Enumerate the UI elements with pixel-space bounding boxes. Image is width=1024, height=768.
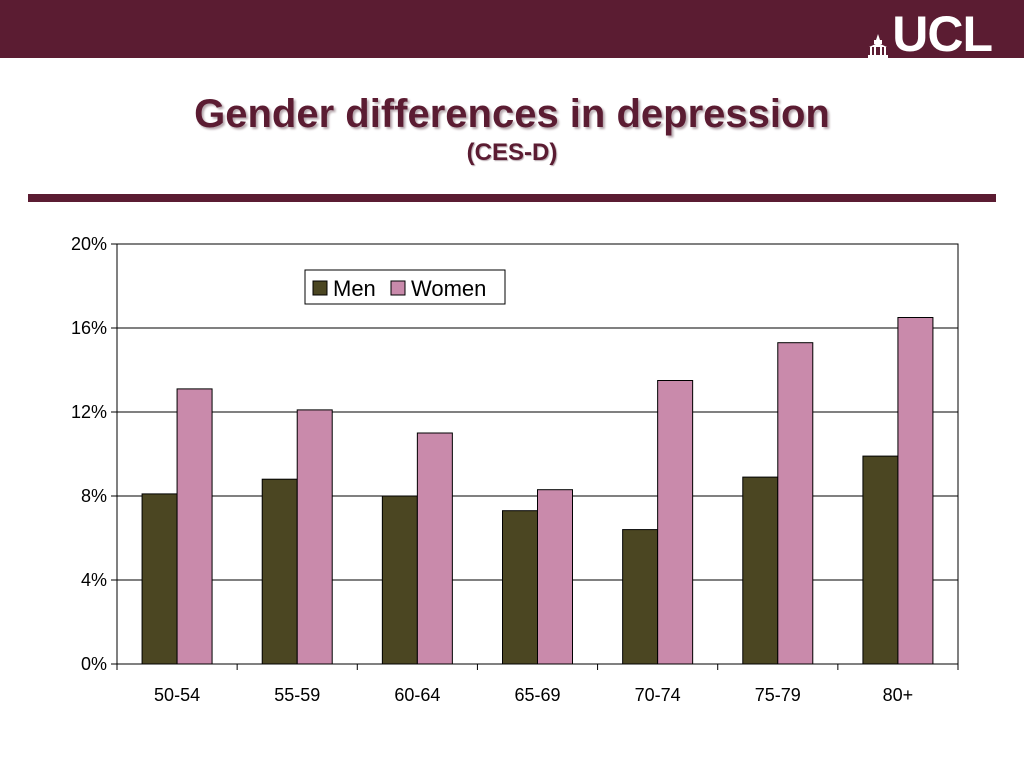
y-tick-label: 20% <box>71 234 107 254</box>
bar-women-60-64 <box>416 432 453 665</box>
bar-men-70-74 <box>622 529 659 665</box>
bar-women-70-74 <box>657 380 694 665</box>
bar-men-60-64 <box>381 495 418 665</box>
bar-men-80plus <box>862 455 899 665</box>
bar-women-80plus <box>897 317 934 665</box>
y-tick-label: 12% <box>71 402 107 422</box>
x-tick-label: 50-54 <box>154 685 200 705</box>
y-tick-label: 8% <box>81 486 107 506</box>
slide-title: Gender differences in depression <box>194 92 830 136</box>
bar-men-55-59 <box>261 478 298 665</box>
title-divider <box>28 194 996 202</box>
legend-swatch-men <box>312 280 328 296</box>
logo-text: UCL <box>892 6 993 62</box>
y-tick-label: 0% <box>81 654 107 674</box>
bar-men-65-69 <box>502 510 538 665</box>
x-tick-label: 75-79 <box>755 685 801 705</box>
legend-label-women: Women <box>411 276 486 301</box>
bar-women-50-54 <box>176 388 213 665</box>
y-tick-label: 16% <box>71 318 107 338</box>
x-tick-label: 60-64 <box>394 685 440 705</box>
bar-women-55-59 <box>296 409 333 665</box>
bar-men-50-54 <box>141 493 178 665</box>
x-tick-label: 70-74 <box>635 685 681 705</box>
x-tick-label: 65-69 <box>514 685 560 705</box>
bar-men-75-79 <box>742 476 779 665</box>
bar-women-75-79 <box>777 342 814 665</box>
x-tick-label: 80+ <box>883 685 914 705</box>
x-tick-label: 55-59 <box>274 685 320 705</box>
y-tick-label: 4% <box>81 570 107 590</box>
slide-subtitle: (CES-D) <box>466 139 558 166</box>
ucl-portico-icon <box>868 34 889 58</box>
header-band: UCL <box>0 0 1024 62</box>
bar-women-65-69 <box>537 489 573 665</box>
title-block: Gender differences in depression (CES-D) <box>0 90 1024 168</box>
ucl-logo: UCL <box>868 6 993 62</box>
legend-label-men: Men <box>333 276 376 301</box>
legend-swatch-women <box>390 280 406 296</box>
